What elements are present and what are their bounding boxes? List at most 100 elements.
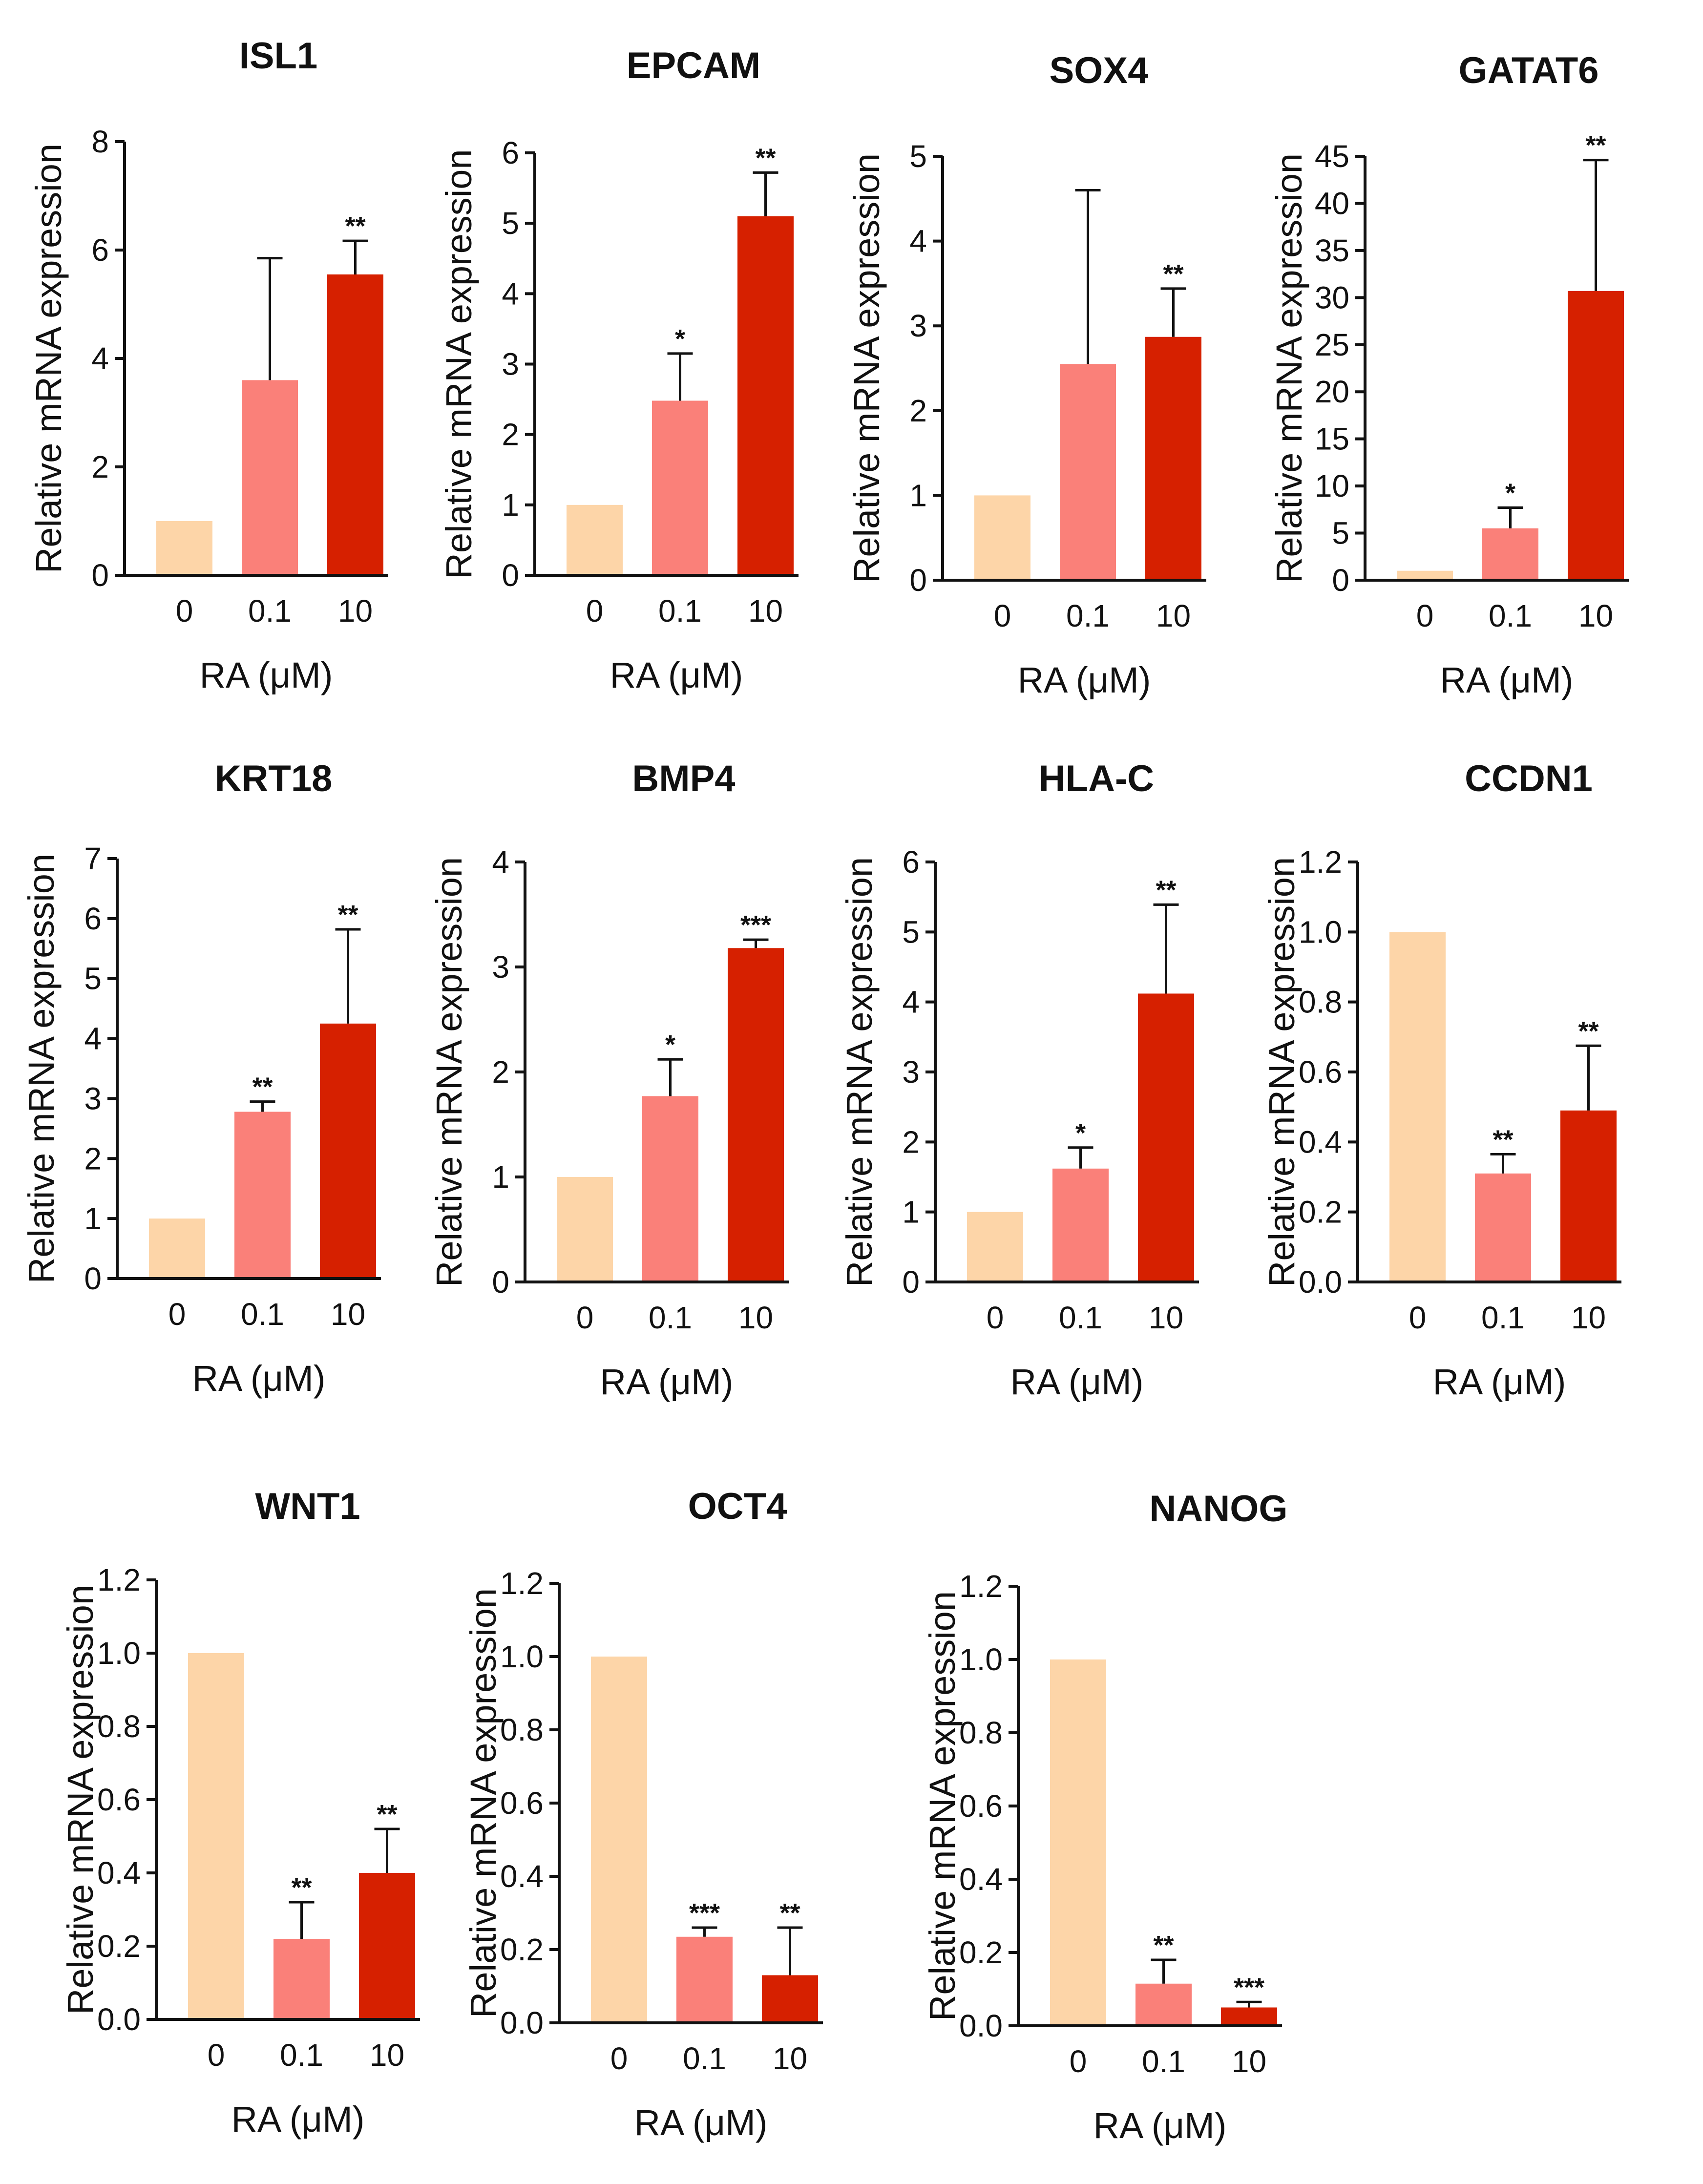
y-tick-label-wnt1-0: 0.0 [97,2002,141,2037]
y-tick-label-hla-c-3: 3 [902,1054,920,1090]
error-bar-nanog-2 [1236,2000,1262,2008]
y-tick-label-krt18-2: 2 [84,1141,102,1176]
bar-bmp4-2 [728,948,784,1282]
error-bar-oct4-2 [777,1926,803,1975]
y-tick-label-sox4-3: 3 [909,308,927,343]
x-tick-label-isl1-2: 10 [338,593,373,629]
y-tick-label-gatat6-8: 40 [1315,186,1349,221]
y-tick-label-hla-c-6: 6 [902,844,920,880]
y-tick-label-epcam-6: 6 [502,135,519,170]
y-axis-title-sox4: Relative mRNA expression [846,153,887,583]
error-bar-gatat6-1 [1497,506,1523,528]
error-bar-krt18-2 [335,928,361,1024]
bar-krt18-1 [234,1112,291,1279]
bar-krt18-0 [149,1218,205,1279]
y-tick-label-ccdn1-5: 1.0 [1299,914,1342,949]
y-axis-title-hla-c: Relative mRNA expression [839,857,880,1287]
y-tick-label-ccdn1-3: 0.6 [1299,1054,1342,1090]
x-tick-label-epcam-0: 0 [586,593,604,629]
error-bar-hla-c-1 [1068,1146,1093,1169]
y-tick-label-gatat6-0: 0 [1332,563,1349,598]
x-tick-label-epcam-2: 10 [748,593,783,629]
y-axis-title-isl1: Relative mRNA expression [28,144,69,573]
x-tick-label-ccdn1-2: 10 [1571,1300,1606,1335]
x-tick-label-oct4-0: 0 [610,2041,628,2076]
chart-title: NANOG [1150,1488,1288,1530]
y-tick-label-krt18-6: 6 [84,901,102,936]
y-tick-label-wnt1-1: 0.2 [97,1929,141,1964]
y-tick-label-oct4-4: 0.8 [500,1712,544,1747]
x-tick-label-wnt1-2: 10 [370,2037,404,2073]
significance-label-ccdn1-2: ** [1578,1016,1598,1046]
y-tick-label-epcam-3: 3 [502,347,519,382]
x-tick-label-sox4-0: 0 [994,598,1011,633]
x-tick-label-sox4-1: 0.1 [1066,598,1110,633]
x-tick-label-oct4-2: 10 [773,2041,807,2076]
y-tick-label-oct4-2: 0.4 [500,1859,544,1894]
y-tick-label-sox4-0: 0 [909,563,927,598]
y-tick-label-nanog-4: 0.8 [959,1715,1003,1750]
significance-label-sox4-2: ** [1163,259,1183,289]
y-tick-label-gatat6-6: 30 [1315,280,1349,315]
significance-label-wnt1-1: ** [291,1873,312,1902]
y-tick-label-wnt1-2: 0.4 [97,1855,141,1890]
x-tick-label-epcam-1: 0.1 [658,593,702,629]
x-tick-label-ccdn1-0: 0 [1409,1300,1427,1335]
y-tick-label-krt18-4: 4 [84,1021,102,1056]
x-tick-label-krt18-1: 0.1 [241,1297,284,1332]
y-tick-label-gatat6-4: 20 [1315,374,1349,409]
chart-nanog: NANOG*****0.00.20.40.60.81.01.20 0.1 10RA … [922,1488,1287,2146]
y-tick-label-bmp4-4: 4 [492,844,509,880]
y-tick-label-epcam-2: 2 [502,417,519,452]
significance-label-nanog-1: ** [1153,1931,1174,1960]
x-tick-label-nanog-1: 0.1 [1142,2044,1185,2079]
y-tick-label-isl1-0: 0 [91,558,109,593]
y-tick-label-ccdn1-1: 0.2 [1299,1195,1342,1230]
bar-hla-c-1 [1052,1168,1109,1282]
bar-wnt1-0 [188,1653,244,2019]
significance-label-hla-c-1: * [1075,1118,1086,1148]
x-tick-label-hla-c-2: 10 [1149,1300,1183,1335]
bar-oct4-0 [591,1657,647,2023]
y-tick-label-oct4-6: 1.2 [500,1566,544,1601]
bar-oct4-1 [676,1936,733,2023]
bar-ccdn1-2 [1560,1110,1617,1282]
error-bar-sox4-2 [1160,287,1186,337]
y-tick-label-wnt1-4: 0.8 [97,1709,141,1744]
chart-title: HLA-C [1039,758,1154,799]
chart-title: SOX4 [1050,50,1149,91]
y-tick-label-ccdn1-4: 0.8 [1299,985,1342,1020]
y-tick-label-hla-c-4: 4 [902,985,920,1020]
x-tick-label-hla-c-1: 0.1 [1059,1300,1102,1335]
bar-sox4-2 [1145,336,1201,580]
y-tick-label-gatat6-2: 10 [1315,468,1349,504]
error-bar-krt18-1 [250,1100,275,1112]
y-tick-label-oct4-1: 0.2 [500,1932,544,1967]
error-bar-wnt1-1 [289,1901,315,1939]
x-tick-label-nanog-0: 0 [1070,2044,1087,2079]
y-tick-label-sox4-5: 5 [909,139,927,174]
y-tick-label-krt18-1: 1 [84,1201,102,1236]
y-tick-label-hla-c-1: 1 [902,1195,920,1230]
significance-label-gatat6-2: ** [1585,131,1606,160]
x-tick-label-bmp4-0: 0 [576,1300,594,1335]
bar-sox4-0 [974,495,1030,580]
y-tick-label-wnt1-3: 0.6 [97,1782,141,1817]
x-tick-label-bmp4-2: 10 [738,1300,773,1335]
x-tick-label-wnt1-1: 0.1 [280,2037,323,2073]
significance-label-nanog-2: *** [1234,1973,1264,2002]
y-axis-title-wnt1: Relative mRNA expression [60,1585,101,2015]
chart-title: ISL1 [239,35,318,77]
chart-title: GATAT6 [1458,50,1598,91]
bar-bmp4-0 [557,1177,613,1282]
y-tick-label-nanog-2: 0.4 [959,1862,1003,1897]
bar-epcam-2 [737,216,794,575]
bar-nanog-0 [1050,1659,1106,2026]
chart-title: KRT18 [215,758,333,799]
